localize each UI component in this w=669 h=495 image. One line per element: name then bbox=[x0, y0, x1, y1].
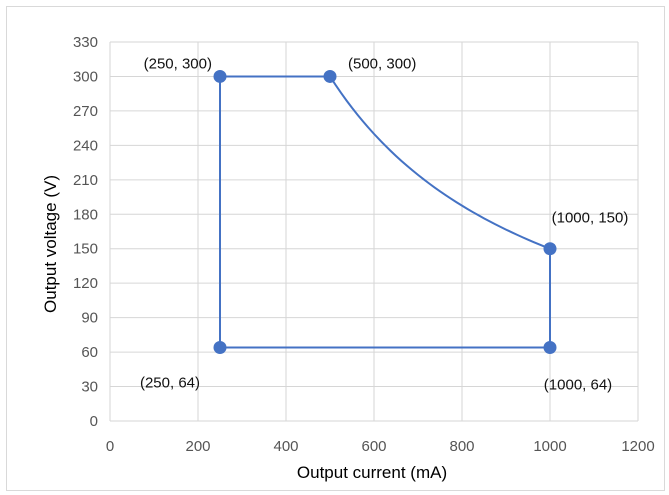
y-tick-label: 270 bbox=[73, 103, 98, 120]
y-tick-label: 60 bbox=[81, 344, 98, 361]
y-tick-label: 210 bbox=[73, 172, 98, 189]
data-point-label: (500, 300) bbox=[348, 55, 416, 72]
x-tick-label: 600 bbox=[361, 438, 386, 455]
y-tick-label: 90 bbox=[81, 310, 98, 327]
x-tick-label: 0 bbox=[106, 438, 114, 455]
y-tick-label: 300 bbox=[73, 68, 98, 85]
y-tick-label: 0 bbox=[90, 413, 98, 430]
y-tick-label: 330 bbox=[73, 34, 98, 51]
data-point-label: (1000, 64) bbox=[544, 376, 612, 393]
x-tick-label: 200 bbox=[185, 438, 210, 455]
x-tick-label: 800 bbox=[449, 438, 474, 455]
data-point-label: (1000, 150) bbox=[552, 210, 629, 227]
y-tick-label: 240 bbox=[73, 137, 98, 154]
data-point-label: (250, 300) bbox=[144, 55, 212, 72]
data-point bbox=[543, 242, 557, 256]
x-tick-label: 400 bbox=[273, 438, 298, 455]
data-point bbox=[213, 69, 227, 83]
y-axis-title: Output voltage (V) bbox=[41, 175, 60, 313]
data-point bbox=[323, 69, 337, 83]
y-tick-label: 30 bbox=[81, 379, 98, 396]
y-tick-label: 150 bbox=[73, 241, 98, 258]
y-tick-label: 180 bbox=[73, 206, 98, 223]
series-line bbox=[219, 75, 551, 349]
x-axis-title: Output current (mA) bbox=[297, 463, 447, 482]
series-layer bbox=[213, 69, 557, 354]
data-point bbox=[213, 340, 227, 354]
tick-labels: 0 30 60 90 120 150 180 210 240 270 300 330 0 200 400 60… bbox=[73, 34, 655, 455]
y-tick-label: 120 bbox=[73, 275, 98, 292]
x-tick-label: 1200 bbox=[621, 438, 654, 455]
data-point-label: (250, 64) bbox=[140, 374, 200, 391]
grid-layer bbox=[109, 41, 639, 422]
point-labels: (250, 300) (500, 300) (1000, 150) (1000, 64… bbox=[140, 55, 628, 393]
data-point bbox=[543, 340, 557, 354]
x-tick-label: 1000 bbox=[533, 438, 566, 455]
